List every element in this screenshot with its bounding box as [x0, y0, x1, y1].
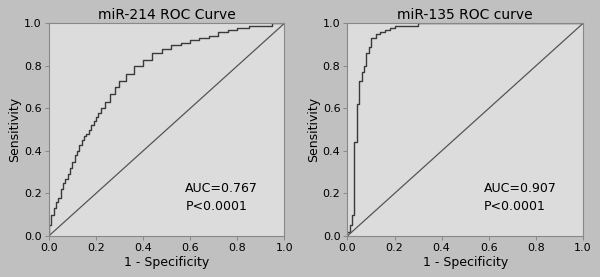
Text: AUC=0.767
P<0.0001: AUC=0.767 P<0.0001	[185, 182, 258, 213]
X-axis label: 1 - Specificity: 1 - Specificity	[422, 256, 508, 269]
Title: miR-214 ROC Curve: miR-214 ROC Curve	[98, 8, 235, 22]
Title: miR-135 ROC curve: miR-135 ROC curve	[397, 8, 533, 22]
X-axis label: 1 - Specificity: 1 - Specificity	[124, 256, 209, 269]
Y-axis label: Sensitivity: Sensitivity	[8, 97, 22, 162]
Text: AUC=0.907
P<0.0001: AUC=0.907 P<0.0001	[484, 182, 557, 213]
Y-axis label: Sensitivity: Sensitivity	[307, 97, 320, 162]
